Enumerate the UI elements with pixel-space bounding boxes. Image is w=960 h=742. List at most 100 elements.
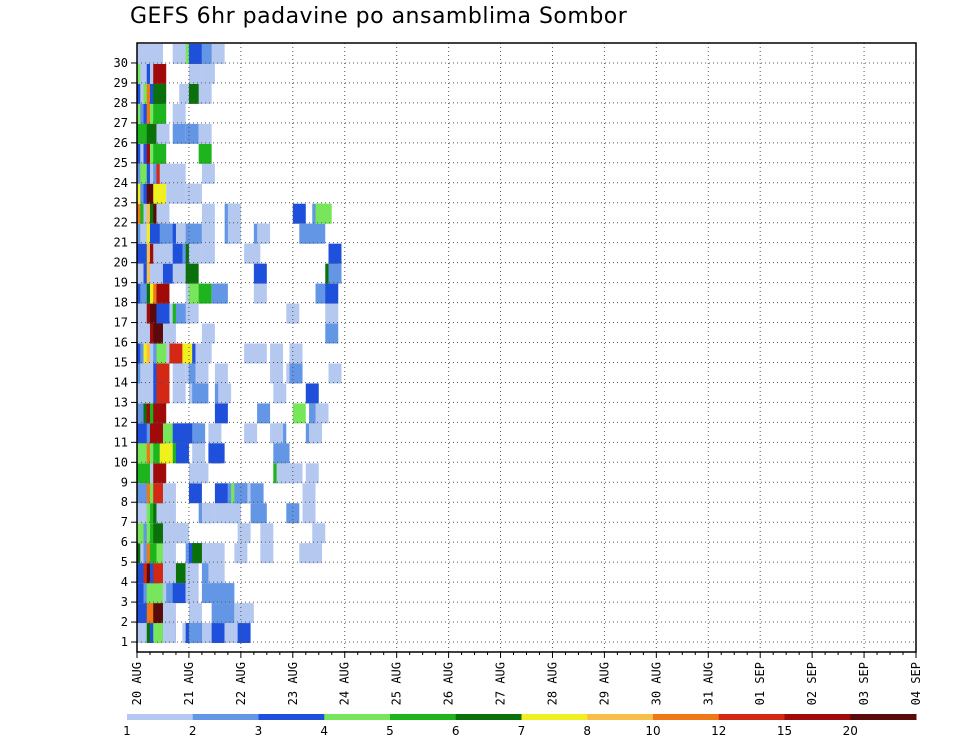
heatmap-cell [211,563,225,584]
heatmap-cell [185,583,199,604]
heatmap-cell [162,503,176,524]
y-tick-label: 19 [114,276,128,290]
heatmap-cell [188,483,202,504]
heatmap-cell [175,443,189,464]
heatmap-cell [153,103,167,124]
heatmap-cell [328,363,342,384]
heatmap-cell [188,44,202,64]
heatmap-cell [137,323,150,344]
heatmap-cell [289,343,303,364]
heatmap-cell [253,283,267,304]
heatmap-cell [162,603,176,624]
heatmap-cell [211,44,225,64]
colorbar-swatch [784,714,851,720]
heatmap-cell [185,263,199,284]
heatmap-cell [153,483,167,504]
heatmap-cell [240,603,254,624]
heatmap-cell [325,303,339,324]
heatmap-cell [315,403,329,424]
heatmap-cell [302,483,316,504]
colorbar-swatch [390,714,457,720]
heatmap-cell [192,443,206,464]
heatmap-cell [257,223,271,244]
colorbar-label: 6 [452,724,460,738]
heatmap-cell [153,403,167,424]
heatmap-cell [286,303,300,324]
heatmap-cell [137,123,150,144]
colorbar-swatch [455,714,522,720]
heatmap-cell [162,543,176,564]
x-tick-label: 29 AUG [597,662,611,705]
heatmap-cell [175,223,189,244]
heatmap-cell [227,203,241,224]
heatmap-cell [198,343,212,364]
x-tick-label: 02 SEP [805,662,819,705]
heatmap-cell [172,163,186,184]
colorbar-label: 2 [189,724,197,738]
heatmap-cell [309,423,323,444]
y-tick-label: 25 [114,156,128,170]
heatmap-cell [172,243,186,264]
grid-layer [137,43,916,652]
y-tick-label: 10 [114,455,128,469]
heatmap-cell [153,83,167,104]
colorbar-swatch [192,714,259,720]
heatmap-cell [162,483,176,504]
heatmap-cell [244,343,258,364]
heatmap-cell [153,423,167,444]
heatmap-cell [188,603,202,624]
heatmap-cell [214,483,228,504]
heatmap-cell [156,383,170,404]
heatmap-cell [211,543,225,564]
heatmap-cell [153,63,167,84]
heatmap-cell [227,223,241,244]
heatmap-cell [172,103,186,124]
heatmap-cell [201,163,215,184]
heatmap-cell [237,523,251,544]
chart-title: GEFS 6hr padavine po ansamblima Sombor [130,4,628,29]
heatmap-cell [188,183,202,204]
y-tick-label: 24 [114,176,128,190]
x-tick-label: 03 SEP [857,662,871,705]
x-tick-label: 27 AUG [494,662,508,705]
heatmap-cell [137,44,150,64]
heatmap-cell [153,243,167,264]
y-tick-label: 14 [114,375,128,389]
heatmap-cell [172,383,186,404]
heatmap-cell [312,523,326,544]
colorbar-swatch [718,714,785,720]
x-tick-label: 21 AUG [182,662,196,705]
heatmap-cell [156,203,170,224]
heatmap-cell [137,423,150,444]
heatmap-cell [270,423,284,444]
heatmap-cell [257,403,271,424]
heatmap-cell [201,63,215,84]
heatmap-cell [172,263,186,284]
heatmap-cell [185,123,199,144]
heatmap-cell [289,463,303,484]
x-tick-label: 30 AUG [649,662,663,705]
colorbar-swatch [127,714,194,720]
colorbar-swatch [850,714,917,720]
colorbar-label: 5 [386,724,394,738]
y-tick-label: 20 [114,256,128,270]
heatmap-cell [318,203,332,224]
heatmap-cell [211,603,225,624]
colorbar-label: 12 [711,724,726,738]
y-tick-label: 6 [121,535,128,549]
colorbar-swatch [324,714,391,720]
heatmap-cell [286,503,300,524]
y-tick-label: 1 [121,635,128,649]
heatmap-cell [234,543,248,564]
heatmap-cell [198,143,212,164]
y-tick-label: 26 [114,136,128,150]
heatmap-cell [149,583,163,604]
y-tick-label: 4 [121,575,128,589]
y-tick-label: 16 [114,336,128,350]
heatmap-cell [201,223,215,244]
heatmap-cell [137,463,150,484]
heatmap-cell [162,523,176,544]
x-tick-label: 22 AUG [234,662,248,705]
heatmap-cell [260,543,274,564]
